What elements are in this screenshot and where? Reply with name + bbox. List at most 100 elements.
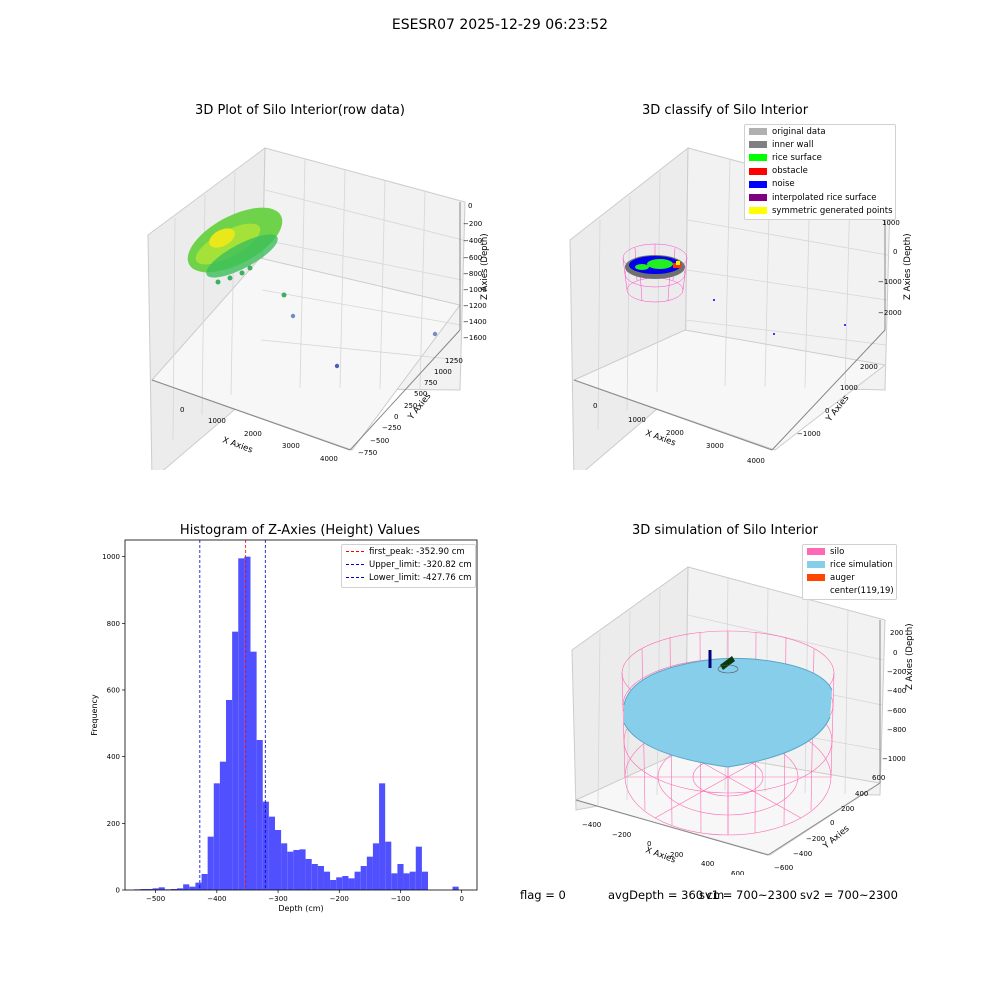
plot4-ztick: 0 (893, 649, 897, 657)
plot2-point-cloud (625, 255, 846, 335)
histogram-bar (281, 843, 288, 890)
histogram-bar (170, 889, 178, 890)
histogram-bar (397, 864, 404, 890)
histogram-bar (268, 816, 275, 890)
histogram-ytick: 200 (107, 820, 120, 828)
plot1-zlabel: Z Axies (Depth) (480, 233, 490, 300)
plot1-ztick: −1200 (463, 302, 487, 310)
legend-entry: silo (803, 545, 896, 558)
histogram-bar (342, 876, 349, 890)
plot1-ztick: −200 (463, 220, 482, 228)
histogram-bar (177, 888, 184, 890)
histogram-bar (158, 887, 165, 890)
histogram-bar (287, 851, 294, 890)
legend-entry: center(119,19) (803, 584, 896, 597)
histogram-bar (152, 888, 159, 890)
plot1-ytick: −500 (370, 437, 389, 445)
plot1-ytick: 750 (424, 379, 437, 387)
histogram-bar (195, 882, 202, 890)
plot4-ylabel: Y Axies (821, 823, 852, 851)
plot1-xlabel: X Axies (221, 435, 254, 455)
legend-label: center(119,19) (830, 585, 894, 596)
legend-swatch (749, 207, 767, 215)
plot4-ytick: 0 (830, 819, 834, 827)
plot1-ztick: −1600 (463, 334, 487, 342)
legend-swatch (749, 167, 767, 175)
legend-entry: rice surface (745, 151, 895, 164)
histogram-bar (238, 558, 245, 890)
histogram-bar (403, 873, 410, 890)
plot4-xtick: −200 (612, 831, 631, 839)
legend-swatch (807, 574, 825, 581)
histogram-bar (323, 871, 331, 890)
plot2-xtick: 2000 (666, 429, 684, 437)
plot1-xtick: 1000 (208, 417, 226, 425)
histogram-bar (189, 886, 196, 890)
legend-entry: interpolated rice surface (745, 191, 895, 204)
plot4-ztick: −800 (887, 726, 906, 734)
histogram-legend-entry: Lower_limit: -427.76 cm (342, 571, 475, 584)
histogram-bars (134, 556, 459, 890)
plot2-title: 3D classify of Silo Interior (641, 103, 809, 118)
legend-entry: original data (745, 125, 895, 138)
histogram-ytick: 800 (107, 620, 120, 628)
plot3-title: Histogram of Z-Axies (Height) Values (179, 523, 421, 538)
plot2-ztick: 1000 (882, 219, 900, 227)
histogram-bar (299, 849, 306, 890)
status-avg-depth: avgDepth = 360 cm (608, 888, 725, 902)
plot1-ytick: 0 (394, 413, 398, 421)
status-sv1: sv1 = 700~2300 (699, 888, 797, 902)
legend-label: rice surface (772, 152, 822, 163)
plot2-ztick: −2000 (878, 309, 902, 317)
legend-entry: symmetric generated points (745, 204, 895, 217)
histogram-bar (293, 850, 300, 890)
plot4-ytick: 600 (872, 774, 885, 782)
plot1-ytick: 1250 (445, 357, 463, 365)
histogram-bar (311, 864, 318, 890)
histogram-bar (262, 801, 269, 890)
plot2-xtick: 0 (593, 402, 597, 410)
histogram-bar (207, 836, 214, 890)
legend-entry: inner wall (745, 138, 895, 151)
histogram-ytick: 1000 (102, 553, 120, 561)
histogram-bar (360, 866, 367, 890)
histogram-legend-entry: first_peak: -352.90 cm (342, 545, 475, 558)
plot2-zlabel: Z Axies (Depth) (903, 233, 913, 300)
plot2-3d-axes: 0 1000 2000 3000 4000 2000 1000 0 −1000 … (569, 146, 913, 470)
plot1-xtick: 4000 (320, 455, 338, 463)
legend-swatch (807, 587, 825, 594)
plot2-ytick: −1000 (797, 430, 821, 438)
histogram-bar (348, 878, 355, 890)
histogram-bar (336, 877, 343, 890)
plot1-ytick: 500 (414, 390, 427, 398)
plot1-ztick: −800 (463, 270, 482, 278)
plot4-ytick: −200 (806, 835, 825, 843)
plot4-xlabel: X Axies (644, 845, 677, 865)
histogram-bar (379, 783, 386, 890)
plot2-xtick: 1000 (628, 416, 646, 424)
plot4-xtick: 0 (647, 840, 651, 848)
plot2-ytick: 1000 (840, 384, 858, 392)
plot1-xtick: 3000 (282, 442, 300, 450)
legend-label: obstacle (772, 166, 808, 177)
histogram-bar (183, 884, 190, 890)
histogram-bar (372, 843, 380, 890)
histogram-bar (391, 873, 398, 890)
histogram-bar (250, 651, 257, 890)
plot1-point-cloud (187, 207, 438, 369)
plot1-3d-axes: 0 1000 2000 3000 4000 1250 1000 750 500 … (147, 146, 490, 470)
histogram-bar (317, 866, 324, 890)
plot2-ytick: 0 (825, 407, 829, 415)
status-sv2: sv2 = 700~2300 (800, 888, 898, 902)
histogram-bar (305, 859, 312, 890)
histogram-bar (452, 886, 459, 890)
legend-label: original data (772, 126, 826, 137)
histogram-bar (421, 871, 429, 890)
status-flag: flag = 0 (520, 888, 566, 902)
histogram-bar (354, 871, 361, 890)
plot1-xtick: 2000 (244, 430, 262, 438)
plot4-ztick: −200 (887, 668, 906, 676)
histogram-bar (366, 856, 373, 890)
legend-label: rice simulation (830, 559, 893, 570)
plot4-ytick: 200 (841, 805, 854, 813)
